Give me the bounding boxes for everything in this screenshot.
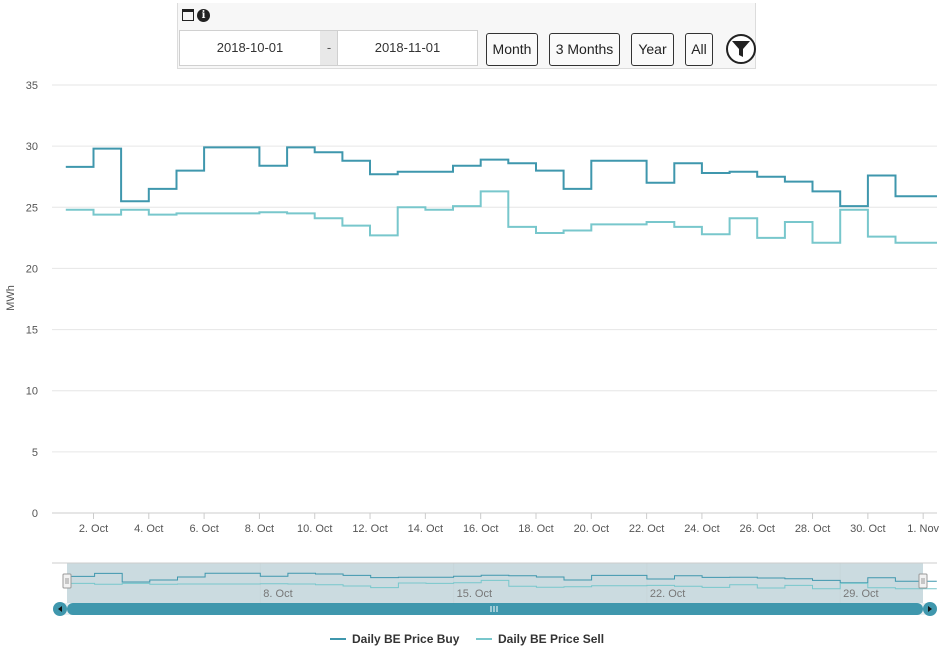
navigator-tick-labels: 8. Oct 15. Oct 22. Oct 29. Oct (263, 588, 878, 600)
three-months-button[interactable]: 3 Months (549, 33, 620, 66)
y-tick-label: 0 (32, 508, 38, 520)
calendar-icon[interactable] (182, 9, 194, 21)
x-tick-label: 2. Oct (79, 523, 108, 535)
navigator-tick-label: 29. Oct (843, 588, 878, 600)
date-from-input[interactable]: 2018-10-01 (179, 30, 321, 66)
scrollbar[interactable] (53, 602, 937, 616)
filter-icon (732, 41, 750, 57)
y-tick-labels: 0 5 10 15 20 25 30 35 (26, 80, 38, 520)
month-button[interactable]: Month (486, 33, 538, 66)
x-tick-label: 24. Oct (684, 523, 719, 535)
scrollbar-thumb[interactable] (67, 603, 923, 615)
x-tick-label: 12. Oct (352, 523, 387, 535)
x-tick-label: 10. Oct (297, 523, 332, 535)
series-lines (65, 146, 937, 244)
scroll-left-arrow-icon (58, 606, 62, 612)
series-line-sell[interactable] (65, 190, 937, 244)
y-tick-label: 20 (26, 263, 38, 275)
x-tick-label: 4. Oct (134, 523, 163, 535)
scroll-right-arrow-icon (928, 606, 932, 612)
legend-item-sell[interactable]: Daily BE Price Sell (498, 632, 604, 646)
navigator-line (67, 572, 937, 584)
x-tick-labels: 2. Oct 4. Oct 6. Oct 8. Oct 10. Oct 12. Oct 14… (79, 513, 940, 535)
date-to-input[interactable]: 2018-11-01 (337, 30, 478, 66)
y-tick-label: 25 (26, 202, 38, 214)
y-axis-label: MWh (5, 285, 17, 311)
x-tick-label: 14. Oct (408, 523, 443, 535)
year-button[interactable]: Year (631, 33, 674, 66)
y-tick-label: 5 (32, 447, 38, 459)
x-tick-label: 30. Oct (850, 523, 885, 535)
navigator-line (67, 579, 937, 590)
date-range-toolbar: i 2018-10-01 - 2018-11-01 Month 3 Months… (177, 3, 756, 69)
legend-item-buy[interactable]: Daily BE Price Buy (352, 632, 460, 646)
x-tick-label: 20. Oct (574, 523, 609, 535)
navigator-series (67, 572, 937, 590)
date-separator: - (320, 30, 338, 66)
x-tick-label: 16. Oct (463, 523, 498, 535)
x-tick-label: 26. Oct (740, 523, 775, 535)
navigator-handle-right[interactable] (918, 573, 928, 589)
x-tick-label: 6. Oct (189, 523, 218, 535)
info-icon[interactable]: i (197, 9, 210, 22)
x-tick-label: 18. Oct (518, 523, 553, 535)
legend[interactable]: Daily BE Price Buy Daily BE Price Sell (330, 632, 604, 646)
navigator-tick-label: 15. Oct (457, 588, 492, 600)
y-tick-label: 35 (26, 80, 38, 92)
y-gridlines (52, 84, 937, 514)
x-tick-label: 8. Oct (245, 523, 274, 535)
navigator-tick-label: 8. Oct (263, 588, 292, 600)
navigator-tick-label: 22. Oct (650, 588, 685, 600)
navigator-selected-range[interactable] (67, 563, 923, 603)
y-tick-label: 15 (26, 325, 38, 337)
y-tick-label: 10 (26, 386, 38, 398)
x-tick-label: 1. Nov (907, 523, 939, 535)
all-button[interactable]: All (685, 33, 713, 66)
x-tick-label: 28. Oct (795, 523, 830, 535)
navigator-handle-left[interactable] (62, 573, 72, 589)
series-line-buy[interactable] (65, 146, 937, 208)
navigator[interactable]: 8. Oct 15. Oct 22. Oct 29. Oct (52, 562, 937, 603)
filter-button[interactable] (726, 34, 756, 64)
y-tick-label: 30 (26, 141, 38, 153)
x-tick-label: 22. Oct (629, 523, 664, 535)
